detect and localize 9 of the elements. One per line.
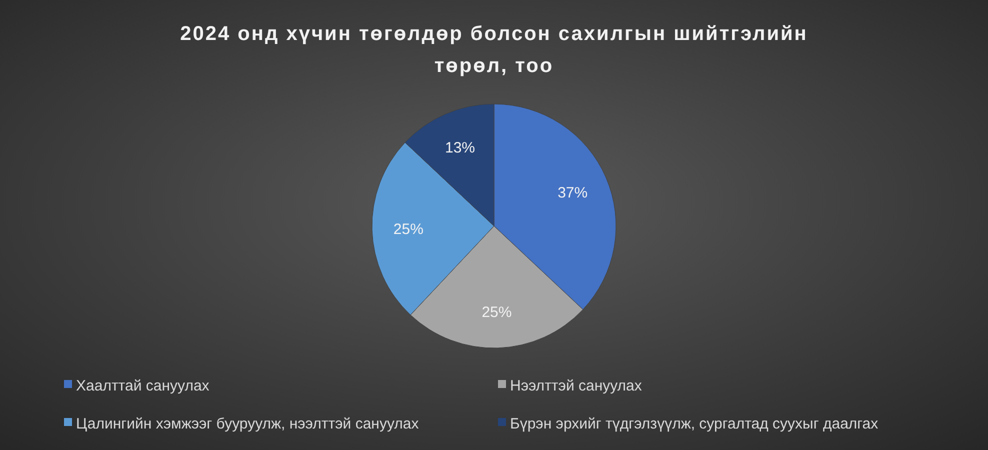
data-label: 25%: [393, 220, 424, 238]
legend-label: Бүрэн эрхийг түдгэлзүүлж, сургалтад суухыг даалгах: [510, 415, 879, 432]
chart-title: 2024 онд хүчин төгөлдөр болсон сахилгын шийтгэлийн төрөл, тоо: [180, 23, 808, 77]
data-label: 13%: [444, 140, 476, 157]
data-label: 25%: [482, 304, 512, 321]
legend-label: Хаалттай сануулах: [76, 377, 210, 394]
legend-label: Нээлттэй сануулах: [510, 377, 642, 394]
data-label: 37%: [558, 184, 588, 202]
legend-label: Цалингийн хэмжээг бууруулж, нээлттэй сануулах: [76, 415, 420, 432]
